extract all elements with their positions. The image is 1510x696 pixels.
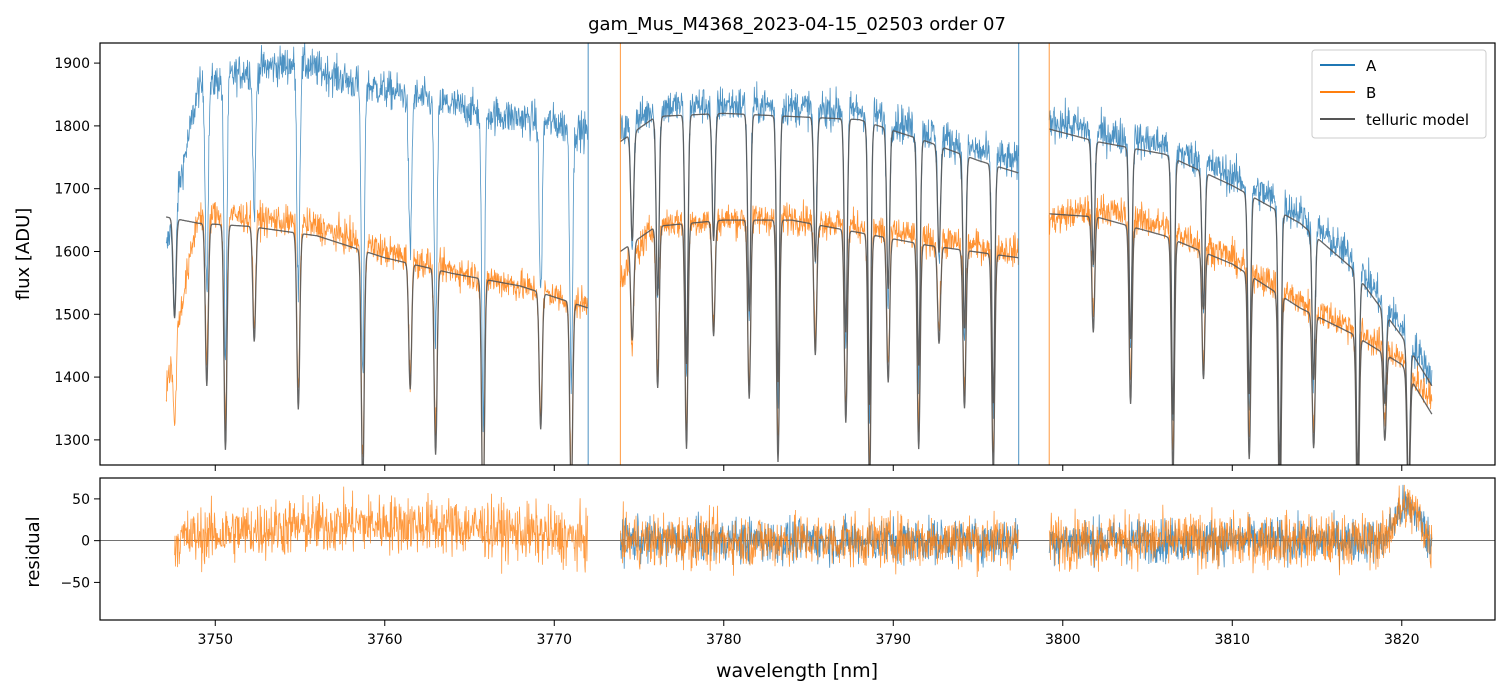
top-y-ticks: 1300 1400 1500 1600 1700 1800 1900 (54, 56, 100, 449)
legend-label-telluric: telluric model (1366, 111, 1469, 129)
series-a-line-segment-0 (165, 43, 589, 433)
bottom-axes-frame (99, 477, 1496, 621)
telluric-model-b-segment-1 (620, 219, 1019, 465)
top-y-tick-label: 1600 (54, 244, 90, 260)
bottom-x-tick-label: 3820 (1384, 632, 1420, 648)
top-y-tick-label: 1400 (54, 370, 90, 386)
bottom-data-layer (100, 484, 1495, 578)
residual-b-segment-2 (1048, 484, 1433, 576)
bottom-x-tick-label: 3750 (197, 632, 233, 648)
series-b-line-segment-0 (165, 199, 589, 465)
bottom-y-ticks: −50 0 50 (60, 492, 100, 591)
top-y-axis-label: flux [ADU] (13, 208, 34, 301)
top-x-ticks (214, 465, 1403, 471)
chart-title: gam_Mus_M4368_2023-04-15_02503 order 07 (588, 14, 1006, 35)
bottom-x-tick-label: 3760 (367, 632, 403, 648)
telluric-model-b-segment-2 (1049, 213, 1433, 465)
top-axes-frame (99, 42, 1496, 466)
telluric-model-a-segment-2 (1049, 128, 1433, 465)
series-b-line-segment-2 (1048, 193, 1433, 465)
top-y-tick-label: 1800 (54, 119, 90, 135)
top-y-tick-label: 1700 (54, 182, 90, 198)
bottom-x-tick-label: 3780 (706, 632, 742, 648)
bottom-y-tick-label: 0 (81, 534, 90, 550)
top-y-tick-label: 1500 (54, 307, 90, 323)
legend-label-a: A (1366, 57, 1377, 75)
bottom-x-tick-label: 3790 (875, 632, 911, 648)
bottom-x-tick-label: 3810 (1214, 632, 1250, 648)
top-y-tick-label: 1300 (54, 433, 90, 449)
legend: A B telluric model (1311, 49, 1487, 139)
x-axis-label: wavelength [nm] (716, 660, 878, 682)
residual-b-segment-1 (620, 501, 1019, 578)
top-data-layer (165, 43, 1433, 465)
residual-b-segment-0 (174, 486, 589, 574)
telluric-model-b-segment-0 (165, 216, 588, 465)
series-a-line-segment-2 (1048, 97, 1433, 465)
top-y-tick-label: 1900 (54, 56, 90, 72)
bottom-y-tick-label: −50 (60, 575, 90, 591)
legend-frame (1311, 49, 1487, 139)
series-a-line-segment-1 (620, 81, 1019, 424)
bottom-x-ticks: 3750 3760 3770 3780 3790 3800 3810 3820 (197, 620, 1420, 648)
series-b-line-segment-1 (620, 199, 1019, 465)
bottom-y-tick-label: 50 (72, 492, 90, 508)
telluric-model-a-segment-1 (620, 112, 1019, 405)
bottom-x-tick-label: 3770 (536, 632, 572, 648)
bottom-x-tick-label: 3800 (1045, 632, 1081, 648)
bottom-y-axis-label: residual (23, 516, 44, 587)
legend-label-b: B (1366, 84, 1376, 102)
